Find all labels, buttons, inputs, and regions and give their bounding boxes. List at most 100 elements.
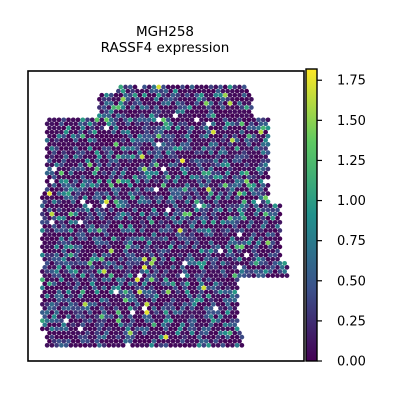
- spot: [146, 117, 152, 123]
- spot: [208, 281, 214, 287]
- spot: [258, 228, 264, 233]
- spot: [56, 199, 62, 205]
- spot: [161, 207, 166, 213]
- spot: [237, 92, 242, 98]
- spot: [142, 109, 147, 114]
- spot: [220, 105, 226, 110]
- spot: [113, 117, 119, 123]
- spot: [104, 158, 109, 164]
- spot: [175, 297, 181, 303]
- spot: [42, 191, 48, 196]
- spot: [118, 174, 124, 180]
- spot: [75, 207, 81, 213]
- spot: [94, 158, 100, 164]
- spot: [258, 162, 264, 168]
- spot: [279, 273, 285, 278]
- spot: [208, 207, 214, 213]
- spot: [59, 146, 64, 151]
- spot: [75, 224, 81, 229]
- colorbar-tick-label: 0.75: [337, 234, 366, 249]
- spot: [203, 330, 209, 336]
- spot: [215, 301, 221, 307]
- spot: [163, 187, 169, 192]
- spot: [237, 215, 242, 221]
- spot: [203, 215, 209, 221]
- spot: [61, 224, 67, 229]
- spot: [123, 289, 128, 295]
- spot: [201, 301, 207, 307]
- spot: [241, 158, 247, 164]
- spot: [206, 146, 211, 151]
- spot: [211, 219, 216, 225]
- spot: [99, 289, 105, 295]
- spot: [211, 96, 216, 102]
- spot: [47, 215, 52, 221]
- spot: [132, 297, 138, 303]
- spot: [253, 154, 259, 160]
- spot: [270, 215, 276, 221]
- spot: [75, 232, 81, 237]
- spot: [201, 203, 207, 209]
- spot: [192, 178, 197, 184]
- spot: [170, 306, 176, 311]
- spot: [68, 293, 74, 299]
- spot: [213, 142, 219, 147]
- spot: [66, 166, 71, 172]
- spot: [73, 269, 78, 274]
- spot: [127, 142, 133, 147]
- spot: [70, 306, 76, 311]
- spot: [51, 174, 57, 180]
- spot: [73, 342, 78, 348]
- spot: [177, 88, 183, 94]
- spot: [225, 203, 230, 209]
- spot: [49, 277, 55, 283]
- spot: [206, 129, 211, 135]
- spot: [89, 297, 95, 303]
- spot: [78, 334, 83, 340]
- spot: [184, 322, 190, 328]
- spot: [258, 187, 264, 192]
- spot: [187, 318, 192, 324]
- spot: [89, 265, 95, 270]
- spot: [149, 146, 154, 151]
- spot: [218, 322, 223, 328]
- spot: [237, 191, 242, 196]
- spot: [220, 121, 226, 127]
- spot: [99, 215, 105, 221]
- spot: [170, 322, 176, 328]
- spot: [251, 142, 257, 147]
- spot: [244, 244, 249, 250]
- spot: [230, 96, 235, 102]
- spot: [206, 105, 211, 110]
- spot: [75, 150, 81, 155]
- spot: [111, 105, 116, 110]
- spot: [163, 301, 169, 307]
- spot: [208, 289, 214, 295]
- spot: [192, 211, 197, 217]
- spot: [63, 170, 69, 176]
- spot: [144, 203, 150, 209]
- spot: [92, 277, 97, 283]
- spot: [139, 260, 145, 266]
- spot: [127, 84, 133, 90]
- spot: [142, 232, 147, 237]
- spot: [234, 285, 240, 291]
- spot: [106, 285, 112, 291]
- spot: [170, 158, 176, 164]
- spot: [180, 101, 185, 106]
- spot: [213, 265, 219, 270]
- spot: [73, 244, 78, 250]
- spot: [220, 301, 226, 307]
- spot: [42, 232, 48, 237]
- spot: [111, 318, 116, 324]
- spot: [241, 207, 247, 213]
- spot: [146, 281, 152, 287]
- spot: [187, 301, 192, 307]
- spot: [208, 256, 214, 262]
- spot: [251, 158, 257, 164]
- spot: [108, 232, 114, 237]
- spot: [99, 281, 105, 287]
- spot: [94, 199, 100, 205]
- spot: [59, 244, 64, 250]
- spot: [232, 92, 238, 98]
